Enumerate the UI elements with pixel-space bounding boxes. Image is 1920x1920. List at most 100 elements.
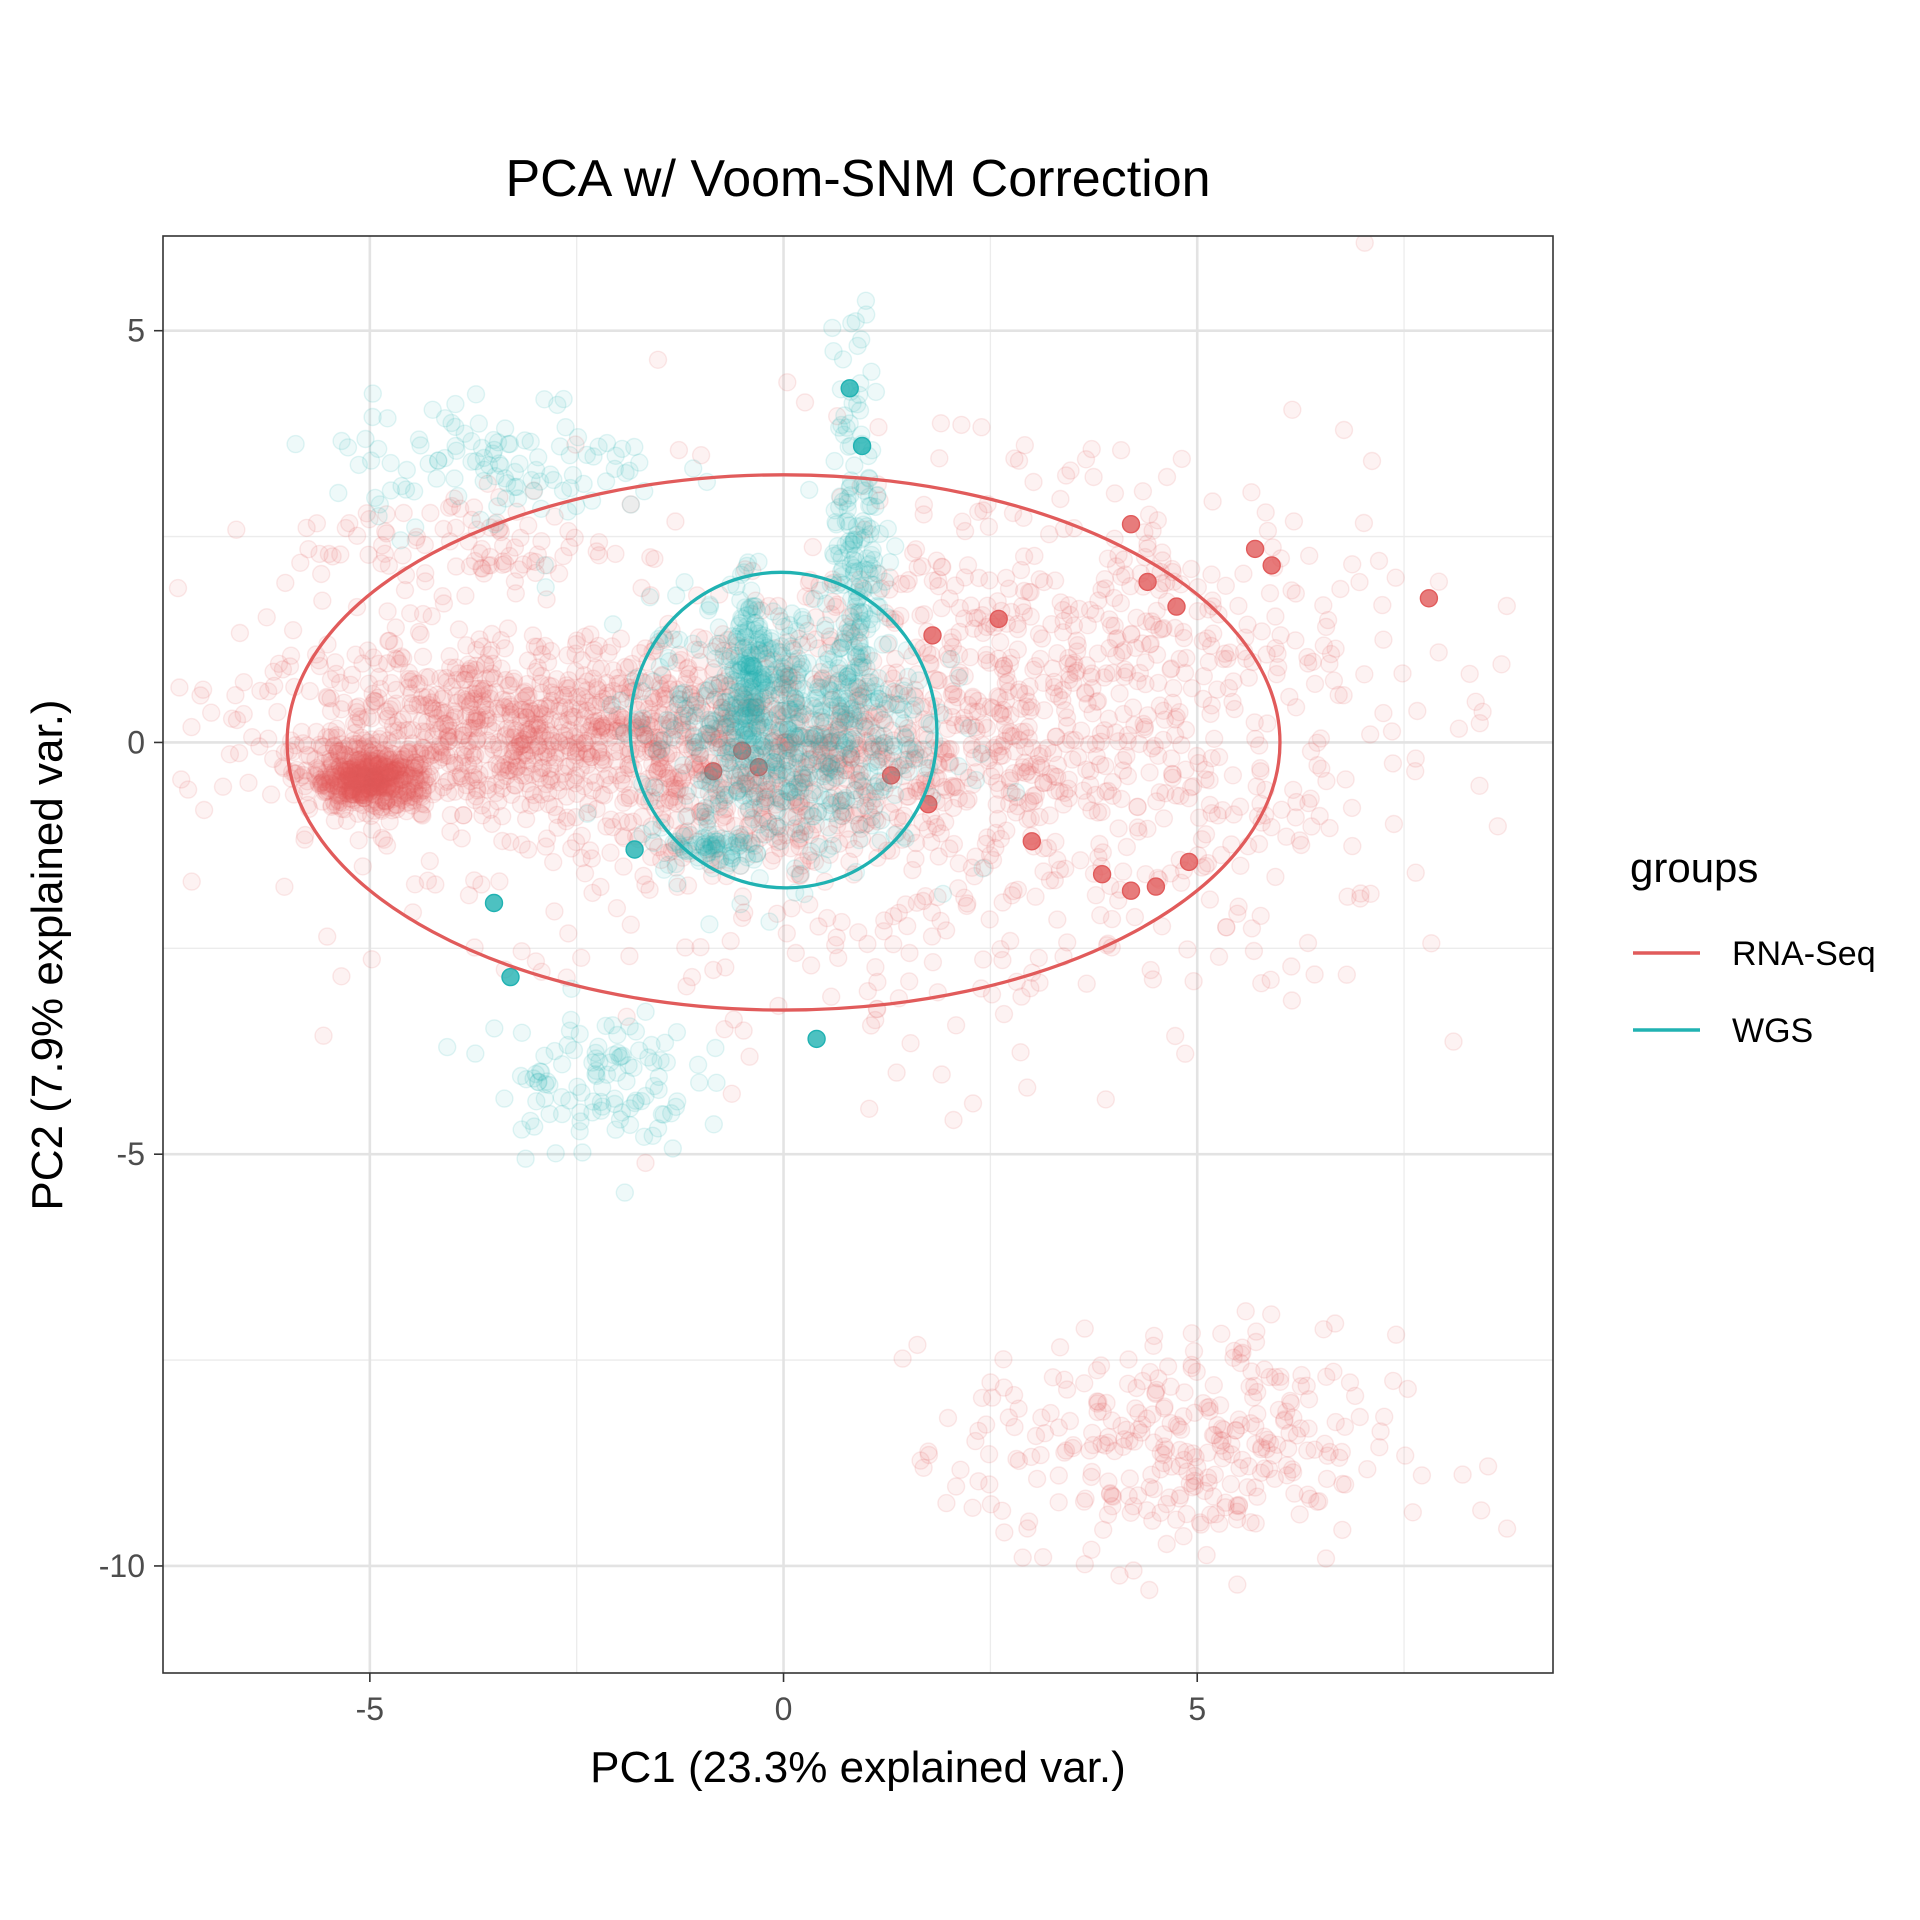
data-point <box>813 669 832 688</box>
data-point <box>555 726 574 745</box>
data-point <box>668 874 687 893</box>
data-point <box>673 706 692 725</box>
data-point <box>457 664 476 683</box>
data-point <box>1406 863 1425 882</box>
data-point <box>468 706 487 725</box>
data-point <box>538 740 557 759</box>
data-point <box>1173 622 1193 642</box>
data-point <box>411 744 430 763</box>
grid-lines <box>163 236 1553 1673</box>
data-point <box>604 681 623 701</box>
data-point <box>577 672 597 691</box>
data-point <box>501 705 520 724</box>
data-point <box>318 927 337 946</box>
data-point <box>1326 1412 1345 1432</box>
data-point <box>566 832 586 852</box>
data-point <box>1449 719 1469 738</box>
data-point <box>405 875 425 894</box>
data-point <box>1342 555 1362 574</box>
data-point <box>531 674 550 693</box>
data-point <box>1200 1397 1219 1417</box>
data-point <box>378 731 398 750</box>
data-point <box>800 768 819 787</box>
data-point <box>1132 1415 1152 1435</box>
data-point <box>515 734 534 754</box>
data-point <box>1230 797 1250 816</box>
data-point <box>518 651 538 670</box>
data-point <box>900 972 919 991</box>
y-tick-label: 0 <box>127 724 145 760</box>
data-point <box>541 736 560 755</box>
data-point <box>382 697 402 716</box>
data-point <box>607 766 627 785</box>
data-point <box>1283 400 1302 419</box>
data-point <box>182 717 201 737</box>
data-point <box>362 696 381 715</box>
data-point <box>459 718 478 737</box>
data-point <box>1204 729 1224 748</box>
data-point <box>567 631 587 650</box>
data-point <box>656 768 676 788</box>
data-point <box>1318 610 1338 630</box>
data-point <box>382 734 401 753</box>
data-point <box>1039 525 1059 544</box>
data-point <box>536 578 555 597</box>
data-point <box>363 384 382 403</box>
data-point <box>380 631 399 651</box>
data-point <box>942 650 961 669</box>
data-point <box>356 803 375 823</box>
data-point <box>589 711 608 731</box>
data-point <box>1088 691 1108 711</box>
data-point <box>969 1472 988 1491</box>
data-point <box>880 553 900 572</box>
data-point <box>230 623 250 643</box>
data-point <box>495 639 514 658</box>
data-point <box>641 686 661 706</box>
data-point <box>911 1451 930 1470</box>
data-point <box>1393 664 1412 683</box>
data-point <box>583 726 602 745</box>
data-point <box>520 720 539 739</box>
data-point <box>539 783 558 803</box>
data-point <box>329 483 348 503</box>
data-point <box>1055 859 1075 878</box>
data-point <box>545 902 564 921</box>
data-point <box>607 899 627 918</box>
data-point <box>740 1047 759 1066</box>
data-point <box>1246 1514 1265 1533</box>
data-point <box>796 805 815 824</box>
data-point <box>941 633 960 652</box>
data-point <box>565 528 584 547</box>
data-point <box>257 608 276 627</box>
data-point <box>684 459 703 478</box>
data-point <box>616 788 635 807</box>
data-point <box>1099 709 1119 728</box>
data-point <box>650 779 670 798</box>
data-point <box>1148 746 1168 765</box>
data-point <box>946 576 965 595</box>
data-point <box>365 691 385 711</box>
data-point <box>1209 747 1229 767</box>
data-point <box>525 704 544 724</box>
data-point <box>486 713 506 732</box>
data-point <box>394 649 413 668</box>
data-point <box>482 814 502 834</box>
data-point <box>1247 1322 1266 1341</box>
data-point <box>1013 1548 1032 1567</box>
data-point <box>1314 1320 1333 1339</box>
data-point <box>1076 1489 1095 1508</box>
data-point <box>640 716 659 735</box>
data-point-highlight <box>501 967 520 987</box>
data-point <box>592 659 611 678</box>
data-point <box>239 773 258 792</box>
data-point <box>1386 568 1405 587</box>
data-point <box>457 692 477 712</box>
data-point <box>1002 648 1021 667</box>
data-point <box>904 543 923 563</box>
data-point <box>342 782 361 801</box>
data-point <box>440 754 459 773</box>
data-point <box>972 744 991 764</box>
data-point <box>493 807 512 826</box>
data-point <box>859 487 879 506</box>
data-point <box>490 872 509 891</box>
